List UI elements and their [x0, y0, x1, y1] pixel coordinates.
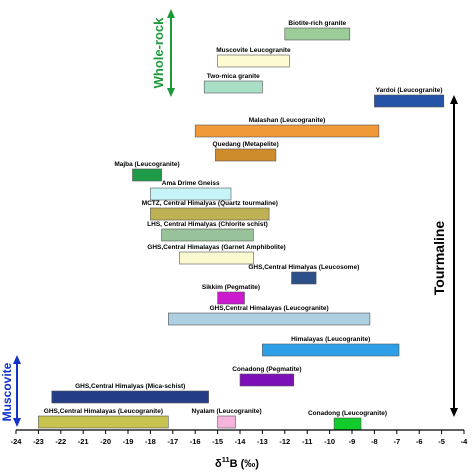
range-bar	[51, 390, 209, 404]
x-tick-label: -13	[257, 437, 268, 446]
bar-label: Conadong (Leucogranite)	[308, 410, 387, 417]
x-tick-label: -5	[438, 437, 445, 446]
range-bar	[38, 415, 169, 429]
bar-label: Two-mica granite	[207, 73, 260, 80]
bar-label: Himalayas (Leucogranite)	[291, 336, 370, 343]
range-bar	[217, 291, 245, 305]
bar-labels-layer: Biotite-rich granite Muscovite Leucograni…	[44, 20, 443, 417]
muscovite-arrowhead-down	[13, 418, 21, 427]
x-tick-label: -7	[393, 437, 400, 446]
muscovite-arrowhead-up	[13, 355, 21, 364]
range-bar	[161, 228, 254, 242]
x-tick-label: -9	[349, 437, 356, 446]
range-bar	[291, 271, 317, 285]
bar-label: Nyalam (Leucogranite)	[192, 408, 262, 415]
x-tick-label: -15	[212, 437, 223, 446]
range-bar	[203, 80, 263, 94]
bar-label: Conadong (Pegmatite)	[232, 366, 301, 373]
range-bar	[168, 312, 371, 326]
bar-label: Muscovite Leucogranite	[216, 47, 291, 54]
bar-label: GHS,Central Himalayas (Garnet Amphibolit…	[147, 244, 285, 251]
x-tick-label: -24	[11, 437, 23, 446]
x-tick-label: -6	[416, 437, 423, 446]
bar-label: Quedang (Metapelite)	[213, 141, 279, 148]
x-tick-label: -16	[190, 437, 201, 446]
tourmaline-arrowhead-up	[450, 95, 458, 104]
muscovite-label: Muscovite	[0, 362, 14, 421]
bar-label: Biotite-rich granite	[288, 20, 346, 27]
x-axis-title: δ11B (‰)	[215, 455, 259, 470]
bar-label: Majba (Leucogranite)	[114, 161, 179, 168]
x-title-superscript: 11	[222, 455, 230, 464]
range-bar	[333, 417, 362, 431]
x-title-prefix: δ	[215, 458, 222, 470]
range-bar	[239, 373, 295, 387]
x-tick-label: -8	[371, 437, 378, 446]
x-axis: -24 -23 -22 -21 -20 -19 -18 -17 -16 -15 -14 -13 -12 -…	[11, 429, 468, 446]
bar-label: GHS,Central Himalyas (Leucosome)	[248, 264, 359, 271]
x-tick-label: -14	[235, 437, 247, 446]
group-annotations: Whole-rock Tourmaline Muscovite	[0, 9, 458, 427]
range-bar	[284, 27, 351, 41]
range-bar	[194, 124, 380, 138]
x-tick-label: -19	[123, 437, 134, 446]
whole-rock-arrowhead-down	[167, 88, 175, 97]
x-tick-label: -18	[145, 437, 156, 446]
x-tick-label: -22	[55, 437, 66, 446]
whole-rock-arrowhead-up	[167, 9, 175, 18]
x-title-suffix: B (‰)	[230, 458, 260, 470]
range-bar	[374, 94, 445, 108]
x-tick-label: -4	[461, 437, 468, 446]
bar-label: Malashan (Leucogranite)	[249, 117, 326, 124]
bars-layer	[38, 27, 445, 431]
x-tick-label: -11	[302, 437, 312, 446]
x-tick-label: -10	[324, 437, 335, 446]
bar-label: Ama Drime Gneiss	[162, 180, 220, 187]
bar-label: MCTZ, Central Himalyas (Quartz tourmalin…	[142, 200, 278, 207]
range-bar	[150, 207, 270, 221]
range-bar	[217, 415, 236, 429]
bar-label: GHS,Central Himalayas (Leucogranite)	[44, 408, 163, 415]
whole-rock-label: Whole-rock	[151, 17, 166, 89]
range-bar	[215, 148, 277, 162]
tourmaline-label: Tourmaline	[431, 221, 447, 296]
range-bar	[150, 187, 232, 201]
bar-label: Yardoi (Leucogranite)	[376, 87, 443, 94]
range-bar	[132, 168, 162, 182]
tourmaline-arrowhead-down	[450, 408, 458, 417]
range-bar	[179, 251, 254, 265]
x-tick-label: -23	[33, 437, 44, 446]
bar-label: LHS, Central Himalyas (Chlorite schist)	[147, 221, 268, 228]
bar-label: GHS,Central Himalyas (Mica-schist)	[75, 383, 185, 390]
x-tick-label: -21	[78, 437, 89, 446]
x-tick-label: -12	[279, 437, 290, 446]
bar-label: GHS,Central Himalayas (Leucogranite)	[209, 305, 328, 312]
range-bar	[262, 343, 400, 357]
range-bar	[217, 54, 290, 68]
x-tick-label: -20	[100, 437, 111, 446]
bar-label: Sikkim (Pegmatite)	[202, 284, 260, 291]
x-tick-label: -17	[167, 437, 178, 446]
